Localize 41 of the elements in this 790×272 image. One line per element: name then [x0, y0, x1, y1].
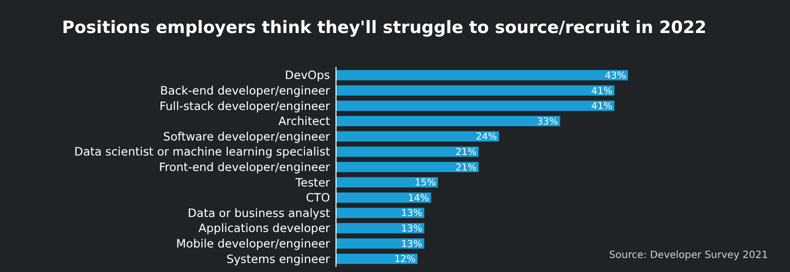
- data-label: 13%: [401, 208, 422, 220]
- data-label: 33%: [536, 116, 558, 128]
- data-label: 21%: [455, 147, 477, 158]
- y-tick-label: Software developer/engineer: [163, 129, 330, 144]
- annotation: Source: Developer Survey 2021: [609, 250, 768, 261]
- bar: [336, 85, 614, 96]
- y-tick-label: Architect: [278, 114, 330, 128]
- bar: [336, 223, 424, 234]
- bar: [336, 238, 424, 249]
- data-label: 12%: [394, 254, 416, 266]
- data-label: 43%: [604, 70, 626, 82]
- data-label: 13%: [401, 238, 422, 250]
- y-tick-label: Systems engineer: [226, 252, 330, 266]
- data-label: 41%: [591, 86, 612, 97]
- data-label: 15%: [414, 178, 436, 189]
- bar: [336, 208, 424, 218]
- data-label: 24%: [476, 132, 497, 143]
- y-tick-label: DevOps: [284, 68, 330, 82]
- bar: [336, 146, 479, 157]
- y-tick-label: Data or business analyst: [188, 206, 330, 220]
- y-tick-label: Tester: [294, 175, 330, 190]
- data-label: 13%: [401, 224, 422, 235]
- data-label: 21%: [455, 162, 477, 174]
- bar: [336, 70, 628, 80]
- data-label: 14%: [408, 192, 430, 204]
- y-tick-label: Full-stack developer/engineer: [160, 98, 330, 113]
- data-label: 41%: [591, 101, 612, 112]
- chart-title: Positions employers think they'll struggle to source/recruit in 2022: [62, 18, 706, 38]
- bar: [336, 116, 560, 126]
- bar: [336, 192, 432, 203]
- y-tick-label: CTO: [306, 190, 330, 205]
- y-tick-label: Mobile developer/engineer: [176, 236, 330, 251]
- bar: [336, 254, 418, 264]
- y-tick-label: Applications developer: [198, 221, 330, 236]
- bar: [336, 177, 438, 188]
- bar: [336, 162, 479, 172]
- y-tick-label: Front-end developer/engineer: [158, 160, 330, 174]
- y-tick-label: Data scientist or machine learning specialist: [74, 144, 330, 159]
- bar: [336, 100, 614, 111]
- bar: [336, 131, 499, 142]
- y-tick-label: Back-end developer/engineer: [160, 84, 330, 98]
